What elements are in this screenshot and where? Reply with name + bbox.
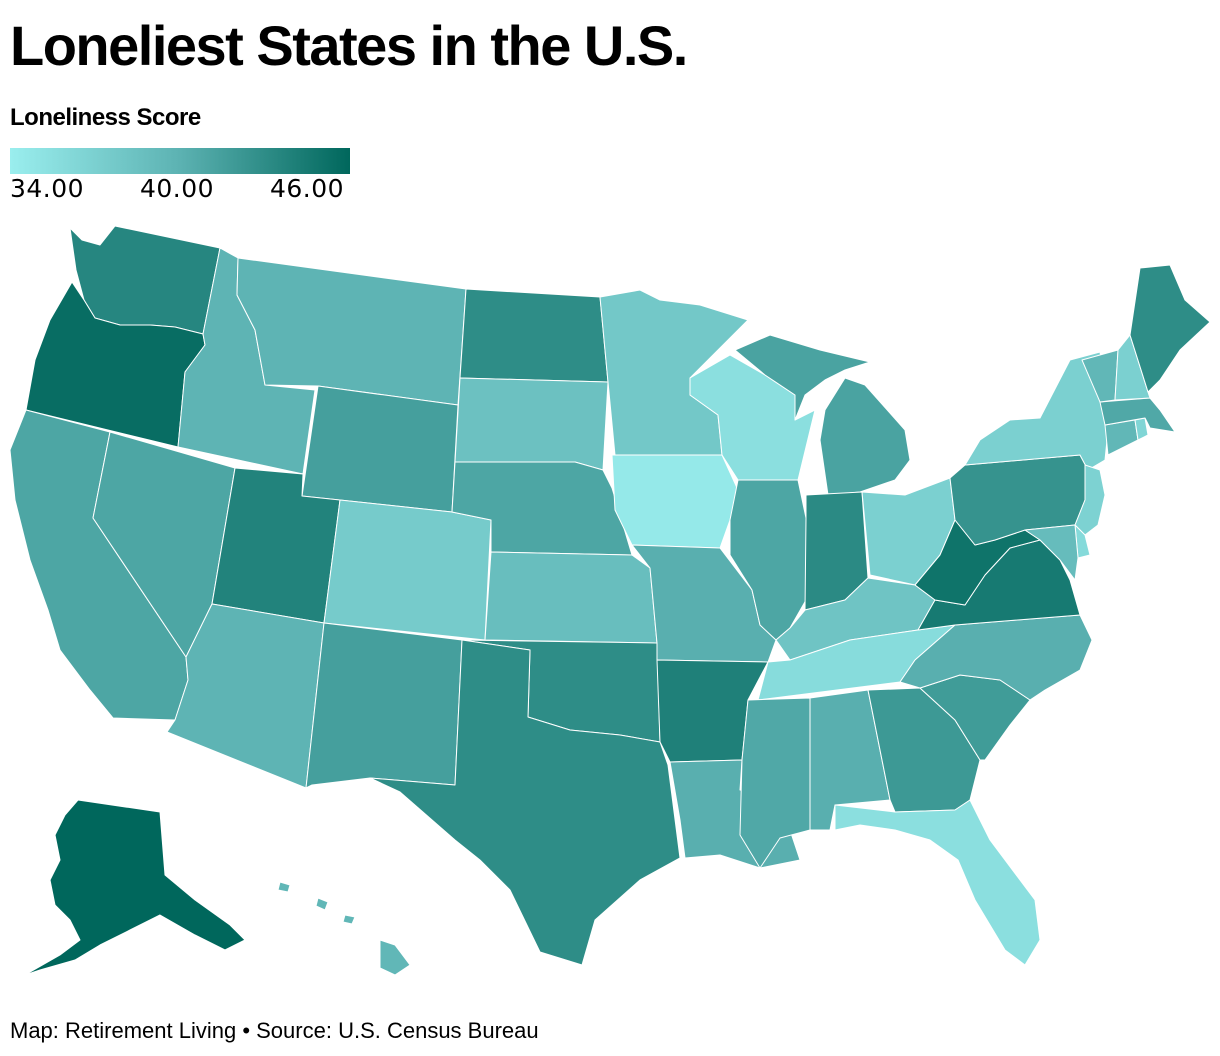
state-mississippi [739, 697, 811, 869]
legend-color-bar [10, 148, 350, 174]
state-hawaii [277, 881, 411, 976]
state-wisconsin [689, 354, 816, 481]
state-iowa [611, 454, 739, 549]
state-north-dakota [459, 288, 609, 383]
us-choropleth-map [9, 225, 1211, 976]
state-texas [369, 639, 681, 966]
state-maryland [1024, 524, 1079, 581]
state-kansas [484, 551, 658, 644]
legend-tick-min: 34.00 [10, 174, 85, 203]
state-alaska [24, 799, 246, 976]
page-title: Loneliest States in the U.S. [10, 14, 688, 77]
state-michigan [734, 334, 911, 496]
state-montana [236, 257, 467, 406]
state-new-jersey [1074, 464, 1106, 536]
legend-tick-mid: 40.00 [140, 174, 215, 203]
state-maine [1129, 264, 1211, 393]
state-new-hampshire [1114, 334, 1151, 401]
state-missouri [631, 544, 777, 663]
state-wyoming [301, 385, 459, 513]
legend-tick-max: 46.00 [270, 174, 345, 203]
state-florida [834, 799, 1041, 966]
state-south-dakota [454, 377, 609, 471]
state-new-mexico [305, 622, 463, 789]
legend-title: Loneliness Score [10, 104, 201, 131]
map-source-credit: Map: Retirement Living • Source: U.S. Ce… [10, 1018, 539, 1043]
state-connecticut [1104, 419, 1139, 456]
state-colorado [323, 499, 492, 641]
state-massachusetts [1099, 397, 1176, 433]
